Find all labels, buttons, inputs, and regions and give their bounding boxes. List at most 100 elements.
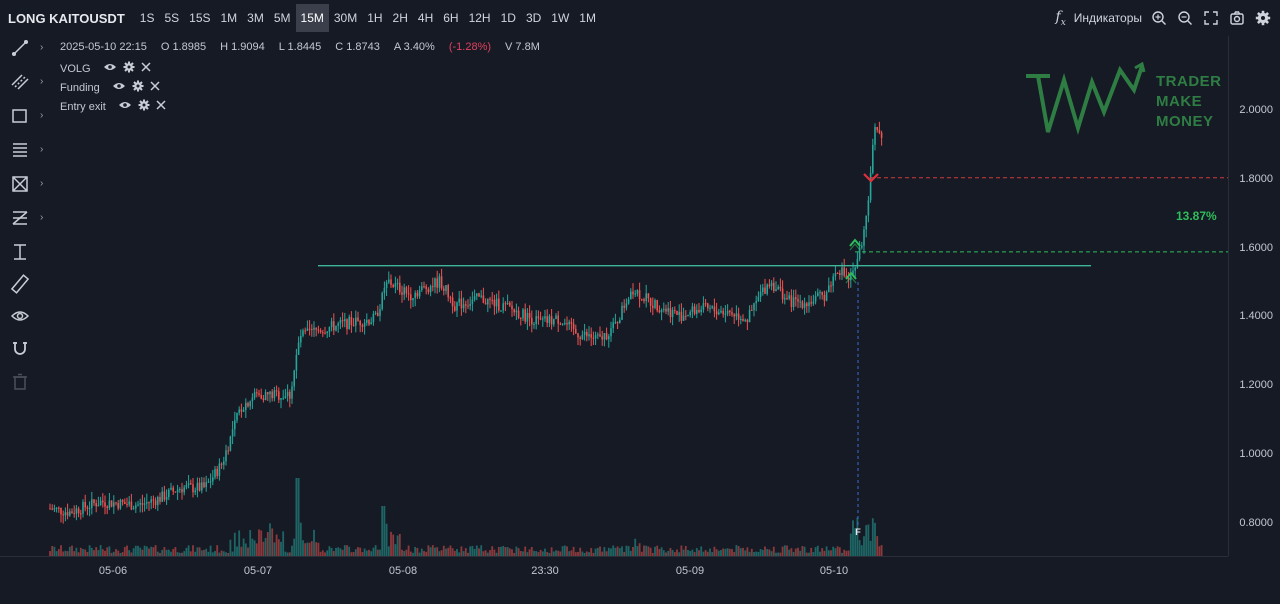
candle-body	[511, 305, 513, 310]
fx-icon[interactable]: fx	[1055, 8, 1066, 28]
timeframe-list: 1S 5S 15S 1M 3M 5M 15M 30M 1H 2H 4H 6H 12H 1D 3D 1W 1M	[135, 4, 601, 32]
gear-icon[interactable]	[123, 61, 135, 76]
price-axis[interactable]: 2.0000 1.8000 1.6000 1.4000 1.2000 1.0000 0.80…	[1228, 36, 1280, 556]
zoom-in-icon[interactable]	[1150, 9, 1168, 27]
gear-icon[interactable]	[138, 99, 150, 114]
chevron-right-icon[interactable]: ›	[40, 212, 44, 223]
volume-bar	[700, 546, 703, 556]
timeframe-1h[interactable]: 1H	[367, 11, 383, 25]
projection-icon[interactable]	[10, 208, 30, 228]
fullscreen-icon[interactable]	[1202, 9, 1220, 27]
timeframe-6h[interactable]: 6H	[443, 11, 459, 25]
chevron-right-icon[interactable]: ›	[40, 42, 44, 53]
timeframe-12h[interactable]: 12H	[468, 11, 491, 25]
timeframe-1d[interactable]: 1D	[500, 11, 516, 25]
exit-arrow-icon	[863, 173, 879, 183]
volume-bar	[379, 549, 381, 556]
magnet-icon[interactable]	[10, 338, 30, 358]
volume-bar	[830, 550, 832, 556]
candle-body	[203, 482, 205, 488]
timeframe-1m[interactable]: 1M	[579, 11, 596, 25]
volume-bar	[552, 551, 555, 556]
candle-body	[680, 311, 683, 321]
timeframe-3m[interactable]: 3M	[247, 11, 264, 25]
volume-bar	[792, 552, 795, 556]
volume-bar	[671, 550, 674, 556]
volume-bar	[698, 550, 700, 556]
text-measure-icon[interactable]	[10, 242, 30, 262]
candle-body	[86, 507, 89, 509]
chevron-right-icon[interactable]: ›	[40, 76, 44, 87]
chevron-right-icon[interactable]: ›	[40, 178, 44, 189]
timeframe-2h[interactable]: 2H	[392, 11, 408, 25]
candlestick-chart[interactable]: F	[0, 0, 1228, 603]
candle-body	[528, 312, 531, 318]
timeframe-15s[interactable]: 15S	[189, 11, 211, 25]
volume-bar	[621, 546, 623, 556]
timeframe-5s[interactable]: 5S	[164, 11, 180, 25]
open-value: O 1.8985	[160, 41, 207, 53]
timeframe-30m[interactable]: 30M	[333, 11, 358, 25]
volume-bar	[365, 550, 368, 556]
trash-icon[interactable]	[10, 372, 30, 392]
trend-line-icon[interactable]	[10, 38, 30, 58]
candle-body	[720, 310, 722, 313]
candle-body	[121, 499, 124, 503]
eye-icon[interactable]	[103, 62, 117, 75]
eye-icon[interactable]	[10, 306, 30, 326]
settings-gear-icon[interactable]	[1254, 9, 1272, 27]
volume-bar	[390, 531, 392, 556]
candle-body	[880, 132, 883, 138]
timeframe-5m[interactable]: 5M	[273, 11, 291, 25]
volume-bar	[266, 532, 269, 556]
indicators-button[interactable]: Индикаторы	[1073, 11, 1142, 25]
volume-bar	[126, 545, 128, 556]
volume-bar	[233, 532, 236, 556]
pattern-icon[interactable]	[10, 174, 30, 194]
volume-bar	[352, 552, 355, 556]
timeframe-4h[interactable]: 4H	[417, 11, 434, 25]
volume-bar	[108, 546, 111, 556]
parallel-channel-icon[interactable]	[10, 72, 30, 92]
candle-body	[841, 267, 843, 276]
volume-bar	[797, 547, 799, 556]
candle-body	[526, 312, 529, 322]
volume-bar	[854, 528, 857, 556]
volume-bar	[627, 546, 630, 556]
rectangle-icon[interactable]	[10, 106, 30, 126]
candle-body	[577, 333, 579, 338]
eye-icon[interactable]	[118, 100, 132, 113]
candle-body	[751, 309, 753, 311]
eye-icon[interactable]	[112, 81, 126, 94]
gear-icon[interactable]	[132, 80, 144, 95]
timeframe-1m[interactable]: 1M	[220, 11, 238, 25]
volume-bar	[643, 545, 645, 556]
candle-body	[480, 295, 482, 297]
close-icon[interactable]	[141, 62, 151, 75]
volume-bar	[805, 552, 808, 556]
time-axis[interactable]: 05-06 05-07 05-08 23:30 05-09 05-10	[0, 556, 1228, 604]
timeframe-1s[interactable]: 1S	[139, 11, 155, 25]
close-icon[interactable]	[150, 81, 160, 94]
screenshot-icon[interactable]	[1228, 9, 1246, 27]
zoom-out-icon[interactable]	[1176, 9, 1194, 27]
ruler-icon[interactable]	[10, 274, 30, 294]
chevron-right-icon[interactable]: ›	[40, 144, 44, 155]
candle-body	[271, 391, 273, 399]
symbol-title[interactable]: LONG KAITOUSDT	[8, 10, 125, 26]
volume-bar	[869, 540, 872, 556]
close-icon[interactable]	[156, 100, 166, 113]
timeframe-15m[interactable]: 15M	[295, 4, 329, 32]
candle-body	[647, 293, 650, 299]
volume-bar	[139, 547, 142, 556]
fib-icon[interactable]	[10, 140, 30, 160]
price-tick-label: 1.6000	[1239, 242, 1273, 254]
chevron-right-icon[interactable]: ›	[40, 110, 44, 121]
candle-body	[438, 276, 441, 288]
high-value: H 1.9094	[220, 41, 265, 53]
candle-body	[744, 319, 746, 321]
timeframe-1w[interactable]: 1W	[551, 11, 570, 25]
timeframe-3d[interactable]: 3D	[525, 11, 542, 25]
candle-body	[194, 490, 196, 493]
candle-body	[531, 317, 533, 325]
